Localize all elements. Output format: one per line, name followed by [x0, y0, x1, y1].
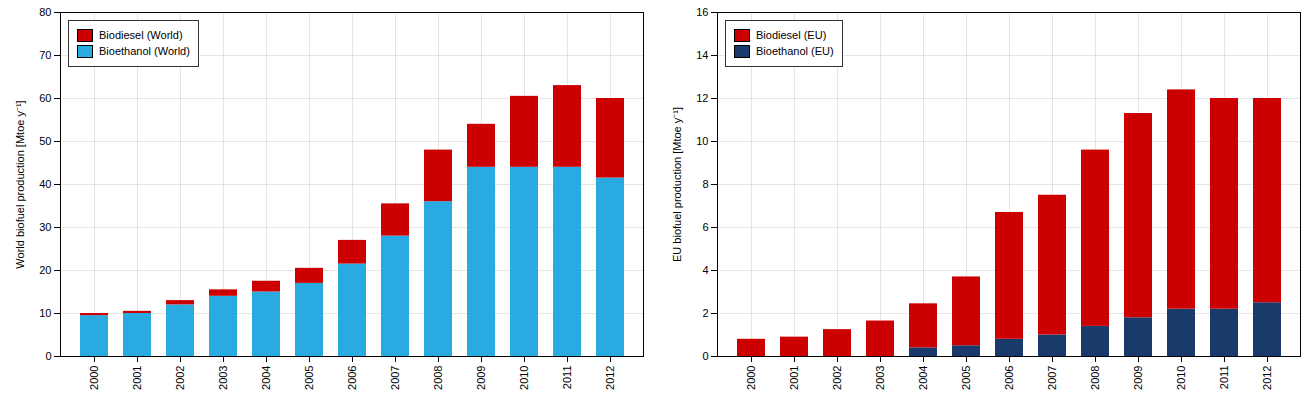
- svg-text:60: 60: [39, 92, 51, 104]
- svg-text:2005: 2005: [303, 366, 315, 390]
- svg-text:2002: 2002: [831, 366, 843, 390]
- svg-text:12: 12: [696, 92, 708, 104]
- svg-text:2010: 2010: [1175, 366, 1187, 390]
- svg-text:World biofuel production [Mtoe: World biofuel production [Mtoe y⁻¹]: [14, 100, 26, 268]
- svg-text:2006: 2006: [346, 366, 358, 390]
- svg-text:2004: 2004: [917, 366, 929, 390]
- svg-text:2003: 2003: [217, 366, 229, 390]
- svg-text:2001: 2001: [788, 366, 800, 390]
- svg-text:2000: 2000: [745, 366, 757, 390]
- svg-text:70: 70: [39, 49, 51, 61]
- svg-text:2011: 2011: [561, 366, 573, 390]
- svg-text:8: 8: [702, 178, 708, 190]
- svg-text:80: 80: [39, 6, 51, 18]
- svg-text:2009: 2009: [475, 366, 487, 390]
- svg-text:4: 4: [702, 264, 708, 276]
- svg-text:2: 2: [702, 307, 708, 319]
- svg-text:2001: 2001: [131, 366, 143, 390]
- svg-text:EU biofuel production [Mtoe y⁻: EU biofuel production [Mtoe y⁻¹]: [671, 107, 683, 262]
- svg-text:40: 40: [39, 178, 51, 190]
- svg-text:10: 10: [39, 307, 51, 319]
- svg-text:2012: 2012: [604, 366, 616, 390]
- svg-text:0: 0: [702, 350, 708, 362]
- svg-text:30: 30: [39, 221, 51, 233]
- svg-text:2007: 2007: [1046, 366, 1058, 390]
- svg-text:0: 0: [45, 350, 51, 362]
- svg-text:2004: 2004: [260, 366, 272, 390]
- svg-text:2010: 2010: [518, 366, 530, 390]
- svg-text:20: 20: [39, 264, 51, 276]
- svg-text:2005: 2005: [960, 366, 972, 390]
- svg-text:14: 14: [696, 49, 708, 61]
- svg-text:2003: 2003: [874, 366, 886, 390]
- svg-text:2006: 2006: [1003, 366, 1015, 390]
- svg-text:6: 6: [702, 221, 708, 233]
- svg-text:50: 50: [39, 135, 51, 147]
- svg-text:2002: 2002: [174, 366, 186, 390]
- html-text:Bioethanol (EU): Bioethanol (EU): [756, 45, 834, 57]
- svg-text:2008: 2008: [1089, 366, 1101, 390]
- svg-text:10: 10: [696, 135, 708, 147]
- html-text:Biodiesel (EU): Biodiesel (EU): [756, 29, 827, 41]
- svg-text:2011: 2011: [1218, 366, 1230, 390]
- html-text:Biodiesel (World): Biodiesel (World): [99, 29, 183, 41]
- svg-text:16: 16: [696, 6, 708, 18]
- svg-text:2000: 2000: [88, 366, 100, 390]
- svg-text:2009: 2009: [1132, 366, 1144, 390]
- svg-text:2007: 2007: [389, 366, 401, 390]
- svg-text:2012: 2012: [1261, 366, 1273, 390]
- html-text:Bioethanol (World): Bioethanol (World): [99, 45, 190, 57]
- svg-text:2008: 2008: [432, 366, 444, 390]
